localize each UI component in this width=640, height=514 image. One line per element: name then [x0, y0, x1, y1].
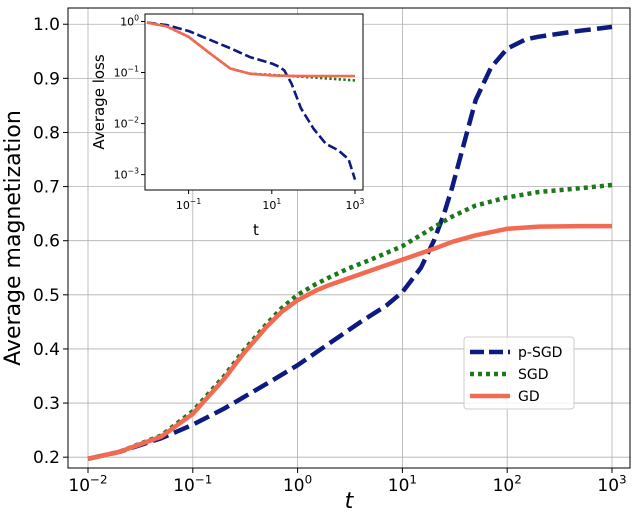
main-y-ticks: 0.2 0.3 0.4 0.5 0.6 0.7 0.8 0.9 1.0 [33, 15, 68, 468]
main-y-tick-label: 0.4 [33, 340, 60, 360]
main-plot-frame [67, 7, 631, 469]
inset-series-gd [146, 21, 355, 78]
main-x-tick-label: 10−1 [173, 472, 212, 496]
inset-y-tick-label: 10−2 [114, 116, 139, 131]
main-x-ticks: 10−2 10−1 100 101 102 103 [68, 468, 627, 496]
main-y-tick-label: 0.5 [33, 286, 60, 306]
inset-y-tick-label: 10−1 [114, 65, 139, 80]
main-y-tick-label: 0.3 [33, 394, 60, 414]
main-x-tick-label: 10−2 [68, 472, 107, 496]
main-x-tick-label: 100 [283, 472, 312, 496]
inset-plot-area [144, 13, 364, 191]
legend-box [463, 336, 575, 410]
main-series-group [87, 24, 613, 461]
main-x-tick-label: 101 [388, 472, 417, 496]
inset-x-tick-label: 103 [346, 197, 365, 212]
inset-series-group [146, 21, 357, 180]
inset-x-axis-label: t [253, 221, 259, 239]
inset-y-ticks: 100 10−1 10−2 10−3 [114, 14, 145, 182]
main-y-tick-label: 0.6 [33, 232, 60, 252]
main-y-tick-label: 1.0 [33, 15, 60, 35]
inset-x-ticks: 10−1 101 103 [176, 190, 365, 212]
main-x-tick-label: 102 [493, 472, 522, 496]
main-x-tick-label: 103 [597, 472, 626, 496]
inset-x-tick-label: 101 [262, 197, 281, 212]
inset-y-axis-label: Average loss [90, 54, 108, 150]
inset-plot: 10−1 101 103 100 10−1 10−2 10−3 t Average los… [90, 13, 365, 239]
main-y-tick-label: 0.9 [33, 69, 60, 89]
main-y-tick-label: 0.7 [33, 178, 60, 198]
main-series-gd [87, 223, 612, 461]
inset-x-tick-label: 10−1 [176, 197, 201, 212]
main-y-axis-label: Average magnetization [1, 110, 26, 366]
main-x-axis-label: t [345, 489, 355, 514]
legend-label-sgd: SGD [518, 367, 549, 383]
inset-y-tick-label: 10−3 [114, 167, 139, 182]
legend-label-gd: GD [518, 389, 540, 405]
main-series-p-sgd [87, 24, 613, 461]
legend: p-SGD SGD GD [463, 336, 575, 410]
inset-series-p-sgd [146, 21, 357, 180]
inset-y-tick-label: 100 [120, 14, 139, 29]
legend-label-p-sgd: p-SGD [518, 345, 562, 361]
main-y-tick-label: 0.8 [33, 123, 60, 143]
main-y-tick-label: 0.2 [33, 448, 60, 468]
